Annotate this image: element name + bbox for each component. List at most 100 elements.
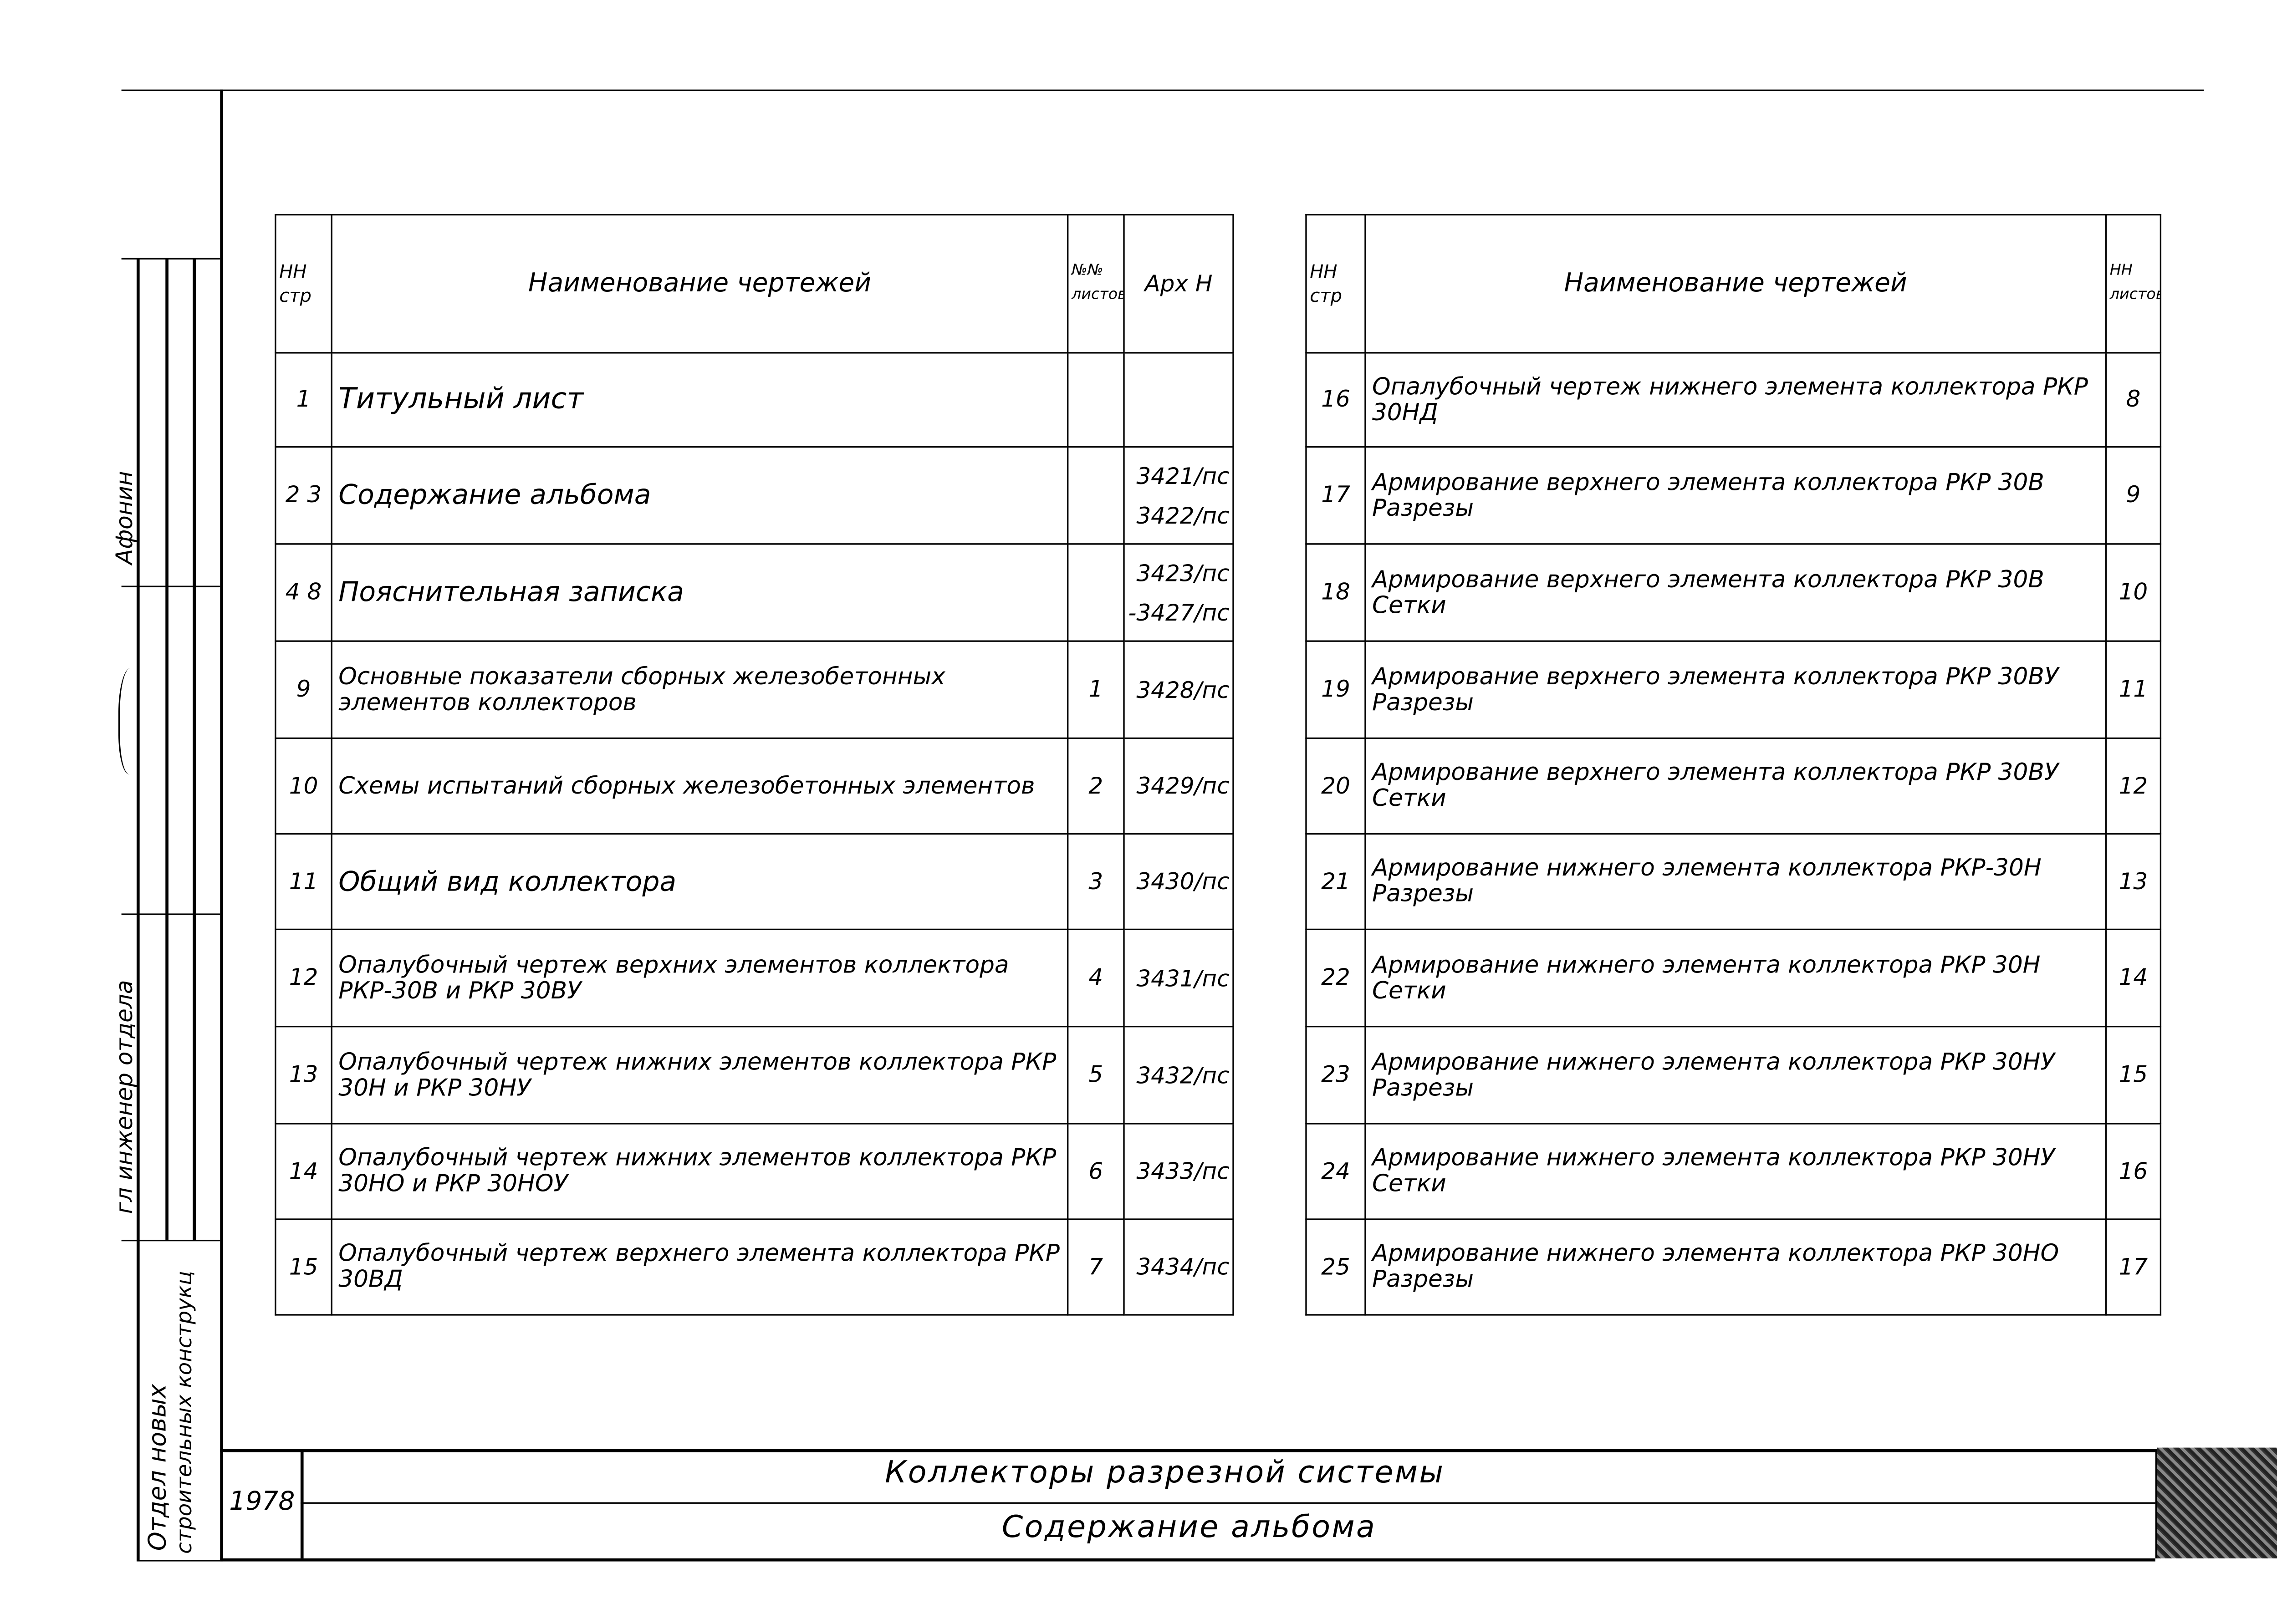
archive-number: 3421/пс 3422/пс (1123, 446, 1234, 545)
page-number: 21 (1305, 833, 1366, 931)
archive-number: 3434/пс (1123, 1218, 1234, 1316)
sheet-number: 6 (1067, 1123, 1125, 1220)
archive-number (1123, 352, 1234, 448)
header-page-no: НН стр (1305, 214, 1366, 354)
page-number: 16 (1305, 352, 1366, 448)
sheet-number: 2 (1067, 737, 1125, 835)
page-number: 2 3 (275, 446, 332, 545)
archive-number: 3428/пс (1123, 640, 1234, 739)
archive-number: 3432/пс (1123, 1026, 1234, 1125)
sheet-number: 16 (2105, 1123, 2162, 1220)
archive-number: 3430/пс (1123, 833, 1234, 931)
page-number: 17 (1305, 446, 1366, 545)
drawing-name: Армирование верхнего элемента коллектора… (1364, 640, 2107, 739)
drawing-name: Опалубочный чертеж нижних элементов колл… (331, 1026, 1069, 1125)
drawing-name: Армирование нижнего элемента коллектора … (1364, 833, 2107, 931)
header-name: Наименование чертежей (1364, 214, 2107, 354)
drawing-name: Армирование нижнего элемента коллектора … (1364, 1123, 2107, 1220)
archive-number: 3429/пс (1123, 737, 1234, 835)
sheet-title: Содержание альбома (1001, 1508, 1377, 1545)
sheet-number: 10 (2105, 543, 2162, 642)
sheet-number: 14 (2105, 928, 2162, 1028)
table-header-row: НН стр Наименование чертежей НН листов (1305, 214, 2162, 354)
table-row: 11 Общий вид коллектора 3 3430/пс (275, 833, 1234, 931)
header-archive-no: Арх Н (1123, 214, 1234, 354)
sheet-number: 1 (1067, 640, 1125, 739)
page-number: 19 (1305, 640, 1366, 739)
drawing-name: Армирование нижнего элемента коллектора … (1364, 1026, 2107, 1125)
top-border (121, 89, 2204, 91)
sheet-number: 5 (1067, 1026, 1125, 1125)
page-number: 23 (1305, 1026, 1366, 1125)
archive-number: 3423/пс -3427/пс (1123, 543, 1234, 642)
sheet-number (1067, 446, 1125, 545)
table-row: 22 Армирование нижнего элемента коллектор… (1305, 928, 2162, 1028)
drawing-name: Армирование нижнего элемента коллектора … (1364, 1218, 2107, 1316)
contents-table-right: НН стр Наименование чертежей НН листов 1… (1305, 214, 2162, 1316)
page-number: 25 (1305, 1218, 1366, 1316)
drawing-name: Основные показатели сборных железобетонн… (331, 640, 1069, 739)
table-row: 23 Армирование нижнего элемента коллектор… (1305, 1026, 2162, 1125)
sheet-number: 4 (1067, 928, 1125, 1028)
page-number: 13 (275, 1026, 332, 1125)
sheet-number: 13 (2105, 833, 2162, 931)
album-title: Коллекторы разрезной системы (885, 1453, 1445, 1490)
drawing-name: Схемы испытаний сборных железобетонных э… (331, 737, 1069, 835)
table-row: 14 Опалубочный чертеж нижних элементов ко… (275, 1123, 1234, 1220)
sheet-number: 9 (2105, 446, 2162, 545)
header-name: Наименование чертежей (331, 214, 1069, 354)
stamp-role: гл инженер отдела (111, 980, 138, 1214)
table-row: 24 Армирование нижнего элемента коллектор… (1305, 1123, 2162, 1220)
stamp-department-line1: Отдел новых (143, 1384, 172, 1551)
stamp-name: Афонин (111, 471, 138, 565)
table-row: 10 Схемы испытаний сборных железобетонных… (275, 737, 1234, 835)
table-header-row: НН стр Наименование чертежей №№ листов А… (275, 214, 1234, 354)
table-row: 9 Основные показатели сборных железобетон… (275, 640, 1234, 739)
drawing-name: Армирование нижнего элемента коллектора … (1364, 928, 2107, 1028)
drawing-name: Опалубочный чертеж нижних элементов колл… (331, 1123, 1069, 1220)
page-number: 15 (275, 1218, 332, 1316)
sheet-number (1067, 352, 1125, 448)
page-number: 14 (275, 1123, 332, 1220)
sheet-number: 12 (2105, 737, 2162, 835)
page-number: 24 (1305, 1123, 1366, 1220)
left-frame-border (220, 89, 223, 1562)
archive-number: 3431/пс (1123, 928, 1234, 1028)
table-row: 2 3 Содержание альбома 3421/пс 3422/пс (275, 446, 1234, 545)
sheet-number: 3 (1067, 833, 1125, 931)
page-number: 10 (275, 737, 332, 835)
header-sheet-no: НН листов (2105, 214, 2162, 354)
contents-table-left: НН стр Наименование чертежей №№ листов А… (275, 214, 1234, 1316)
drawing-name: Армирование верхнего элемента коллектора… (1364, 446, 2107, 545)
drawing-name: Опалубочный чертеж верхнего элемента кол… (331, 1218, 1069, 1316)
page-number: 11 (275, 833, 332, 931)
table-row: 20 Армирование верхнего элемента коллекто… (1305, 737, 2162, 835)
archive-number: 3433/пс (1123, 1123, 1234, 1220)
table-row: 13 Опалубочный чертеж нижних элементов ко… (275, 1026, 1234, 1125)
drawing-name: Опалубочный чертеж нижнего элемента колл… (1364, 352, 2107, 448)
table-row: 1 Титульный лист (275, 352, 1234, 448)
sheet-number: 17 (2105, 1218, 2162, 1316)
table-row: 21 Армирование нижнего элемента коллектор… (1305, 833, 2162, 931)
table-row: 18 Армирование верхнего элемента коллекто… (1305, 543, 2162, 642)
table-row: 19 Армирование верхнего элемента коллекто… (1305, 640, 2162, 739)
page-number: 22 (1305, 928, 1366, 1028)
page-number: 9 (275, 640, 332, 739)
page-number: 4 8 (275, 543, 332, 642)
page-number: 20 (1305, 737, 1366, 835)
page-number: 1 (275, 352, 332, 448)
table-row: 16 Опалубочный чертеж нижнего элемента ко… (1305, 352, 2162, 448)
year-label: 1978 (229, 1487, 295, 1517)
signature (118, 665, 148, 777)
page-number: 18 (1305, 543, 1366, 642)
drawing-name: Титульный лист (331, 352, 1069, 448)
header-sheet-no: №№ листов (1067, 214, 1125, 354)
drawing-name: Армирование верхнего элемента коллектора… (1364, 737, 2107, 835)
drawing-name: Пояснительная записка (331, 543, 1069, 642)
sheet-number: 11 (2105, 640, 2162, 739)
sheet-number: 7 (1067, 1218, 1125, 1316)
table-row: 17 Армирование верхнего элемента коллекто… (1305, 446, 2162, 545)
table-row: 25 Армирование нижнего элемента коллектор… (1305, 1218, 2162, 1316)
table-row: 12 Опалубочный чертеж верхних элементов к… (275, 928, 1234, 1028)
